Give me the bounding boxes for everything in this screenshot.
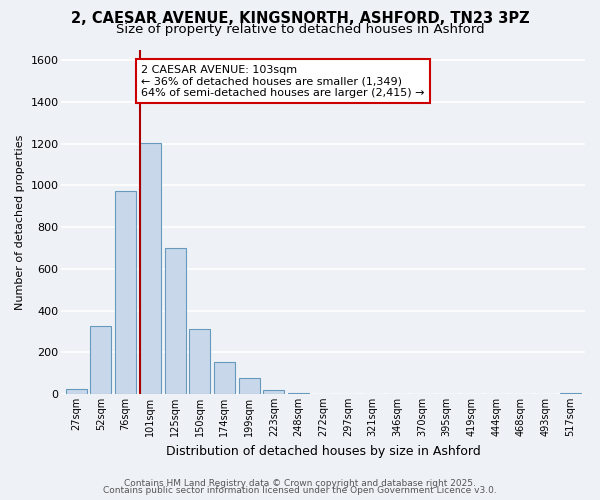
Text: Contains public sector information licensed under the Open Government Licence v3: Contains public sector information licen… (103, 486, 497, 495)
Bar (164, 248, 185, 394)
Bar (91, 326, 112, 394)
Bar (66, 388, 87, 394)
Text: 2 CAESAR AVENUE: 103sqm
← 36% of detached houses are smaller (1,349)
64% of semi: 2 CAESAR AVENUE: 103sqm ← 36% of detache… (141, 64, 425, 98)
Bar (214, 362, 235, 394)
Bar (239, 378, 260, 394)
Bar (115, 190, 136, 394)
Bar (189, 330, 210, 394)
Y-axis label: Number of detached properties: Number of detached properties (15, 134, 25, 310)
Bar (263, 390, 284, 394)
Bar (288, 393, 309, 394)
Bar (560, 393, 581, 394)
X-axis label: Distribution of detached houses by size in Ashford: Distribution of detached houses by size … (166, 444, 481, 458)
Bar (140, 142, 161, 394)
Text: Size of property relative to detached houses in Ashford: Size of property relative to detached ho… (116, 22, 484, 36)
Text: 2, CAESAR AVENUE, KINGSNORTH, ASHFORD, TN23 3PZ: 2, CAESAR AVENUE, KINGSNORTH, ASHFORD, T… (71, 11, 529, 26)
Text: Contains HM Land Registry data © Crown copyright and database right 2025.: Contains HM Land Registry data © Crown c… (124, 478, 476, 488)
